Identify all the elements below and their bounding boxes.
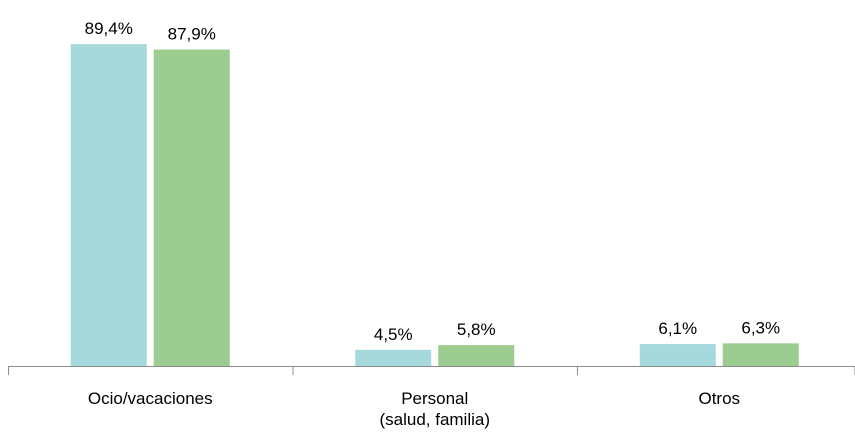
- value-labels-group: 89,4% 87,9% 4,5% 5,8% 6,1% 6,3%: [85, 19, 780, 344]
- category-label-2-line1: Personal: [401, 389, 468, 408]
- bar-series1-cat2: [355, 349, 432, 366]
- bar-series2-cat2: [438, 345, 515, 366]
- bars-group: [70, 44, 799, 367]
- data-label-series1-cat1: 89,4%: [85, 19, 133, 38]
- category-label-3: Otros: [698, 389, 740, 408]
- bar-series1-cat3: [639, 344, 716, 366]
- category-label-1: Ocio/vacaciones: [88, 389, 213, 408]
- category-label-2-line2: (salud, familia): [379, 410, 490, 429]
- x-axis: [8, 366, 855, 375]
- bar-series1-cat1: [70, 44, 147, 366]
- data-label-series2-cat3: 6,3%: [741, 318, 780, 337]
- bar-series2-cat3: [722, 343, 799, 366]
- data-label-series2-cat1: 87,9%: [168, 25, 216, 44]
- data-label-series1-cat3: 6,1%: [658, 319, 697, 338]
- data-label-series1-cat2: 4,5%: [374, 325, 413, 344]
- bar-series2-cat1: [153, 49, 230, 367]
- data-label-series2-cat2: 5,8%: [457, 320, 496, 339]
- category-labels-group: Ocio/vacaciones Personal (salud, familia) O…: [88, 389, 740, 429]
